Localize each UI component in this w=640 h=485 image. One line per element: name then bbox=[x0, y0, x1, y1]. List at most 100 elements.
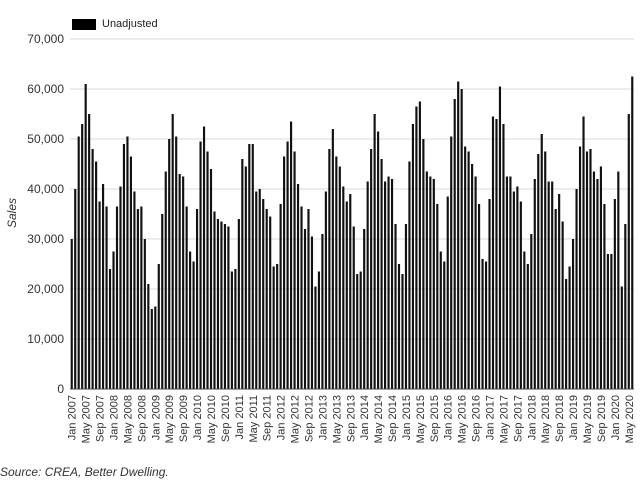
x-tick-label: Jan 2012 bbox=[276, 395, 288, 440]
bar bbox=[558, 194, 561, 389]
bar bbox=[108, 269, 112, 389]
x-tick-label: Jan 2008 bbox=[109, 395, 121, 440]
bar bbox=[262, 199, 265, 389]
bar bbox=[303, 229, 307, 389]
x-tick-label: May 2008 bbox=[122, 395, 134, 443]
bar bbox=[377, 131, 380, 389]
bar bbox=[453, 99, 456, 389]
x-tick-label: Jan 2015 bbox=[401, 395, 413, 440]
bar bbox=[331, 129, 334, 389]
bar bbox=[544, 151, 547, 389]
x-tick-label: Sep 2016 bbox=[471, 395, 483, 442]
bar bbox=[321, 234, 324, 389]
bar bbox=[255, 191, 258, 389]
x-tick-label: Jan 2010 bbox=[192, 395, 204, 440]
grid-lines bbox=[70, 38, 634, 340]
x-tick-label: Jan 2016 bbox=[443, 395, 455, 440]
bar bbox=[439, 251, 442, 389]
bar bbox=[136, 209, 139, 389]
bar bbox=[244, 166, 247, 389]
bar bbox=[317, 271, 321, 389]
x-tick-label: Sep 2018 bbox=[554, 395, 566, 442]
bar bbox=[450, 136, 453, 389]
bar bbox=[289, 121, 293, 389]
bar bbox=[383, 181, 387, 389]
bar bbox=[195, 209, 199, 389]
bar bbox=[561, 221, 564, 389]
bar bbox=[488, 199, 491, 389]
bar bbox=[206, 151, 209, 389]
bars bbox=[70, 76, 634, 389]
x-tick-label: Jan 2018 bbox=[526, 395, 538, 440]
bar bbox=[168, 139, 171, 389]
bar bbox=[345, 201, 348, 389]
bar bbox=[272, 266, 275, 389]
bar bbox=[359, 271, 362, 389]
bar bbox=[352, 226, 355, 389]
y-tick-label: 40,000 bbox=[27, 182, 64, 196]
bar bbox=[143, 239, 146, 389]
bar bbox=[276, 264, 279, 389]
y-tick-label: 30,000 bbox=[27, 232, 64, 246]
x-tick-label: Jan 2019 bbox=[568, 395, 580, 440]
source-note: Source: CREA, Better Dwelling. bbox=[0, 465, 169, 479]
bar bbox=[387, 176, 390, 389]
bar bbox=[77, 136, 80, 389]
bar bbox=[467, 151, 470, 389]
x-tick-label: May 2015 bbox=[415, 395, 427, 443]
bar bbox=[516, 186, 519, 389]
bar bbox=[223, 224, 227, 389]
bar bbox=[178, 174, 181, 389]
bar bbox=[446, 196, 449, 389]
bar bbox=[540, 134, 543, 389]
x-tick-label: May 2013 bbox=[331, 395, 343, 443]
x-tick-label: Jan 2011 bbox=[234, 395, 246, 439]
bar bbox=[161, 214, 164, 389]
bar bbox=[603, 204, 606, 389]
bar bbox=[498, 86, 502, 389]
y-tick-label: 20,000 bbox=[27, 282, 64, 296]
bar bbox=[526, 264, 529, 389]
bar bbox=[418, 101, 421, 389]
bar bbox=[147, 284, 150, 389]
x-tick-label: Jan 2017 bbox=[485, 395, 497, 440]
bar bbox=[338, 166, 341, 389]
bar bbox=[234, 269, 237, 389]
bar bbox=[279, 204, 282, 389]
bar bbox=[606, 254, 609, 389]
bar bbox=[314, 286, 317, 389]
x-tick-label: Sep 2010 bbox=[220, 395, 232, 442]
x-tick-label: May 2018 bbox=[540, 395, 552, 443]
bar bbox=[408, 161, 411, 389]
x-tick-label: May 2011 bbox=[248, 395, 260, 443]
bar bbox=[443, 261, 446, 389]
bar bbox=[296, 184, 300, 389]
bar bbox=[436, 204, 439, 389]
bar bbox=[474, 176, 477, 389]
bar bbox=[537, 154, 540, 389]
bar bbox=[248, 144, 251, 389]
bar bbox=[432, 179, 435, 389]
bar bbox=[523, 251, 526, 389]
bar bbox=[356, 274, 359, 389]
bar bbox=[401, 274, 404, 389]
bar bbox=[390, 179, 394, 389]
bar bbox=[533, 179, 536, 389]
bar bbox=[502, 124, 505, 389]
bar bbox=[610, 254, 613, 389]
x-tick-label: Sep 2011 bbox=[262, 395, 274, 441]
bar bbox=[126, 136, 129, 389]
bar bbox=[425, 171, 428, 389]
bar bbox=[394, 224, 397, 389]
bar bbox=[84, 84, 87, 389]
bar bbox=[310, 236, 314, 389]
x-tick-label: May 2014 bbox=[373, 395, 385, 443]
bar bbox=[617, 171, 620, 389]
x-tick-label: May 2020 bbox=[624, 395, 636, 443]
bar bbox=[568, 266, 571, 389]
x-tick-label: May 2007 bbox=[81, 395, 93, 443]
bar bbox=[464, 146, 467, 389]
bar bbox=[237, 219, 240, 389]
bar bbox=[481, 259, 484, 389]
bar bbox=[342, 186, 345, 389]
